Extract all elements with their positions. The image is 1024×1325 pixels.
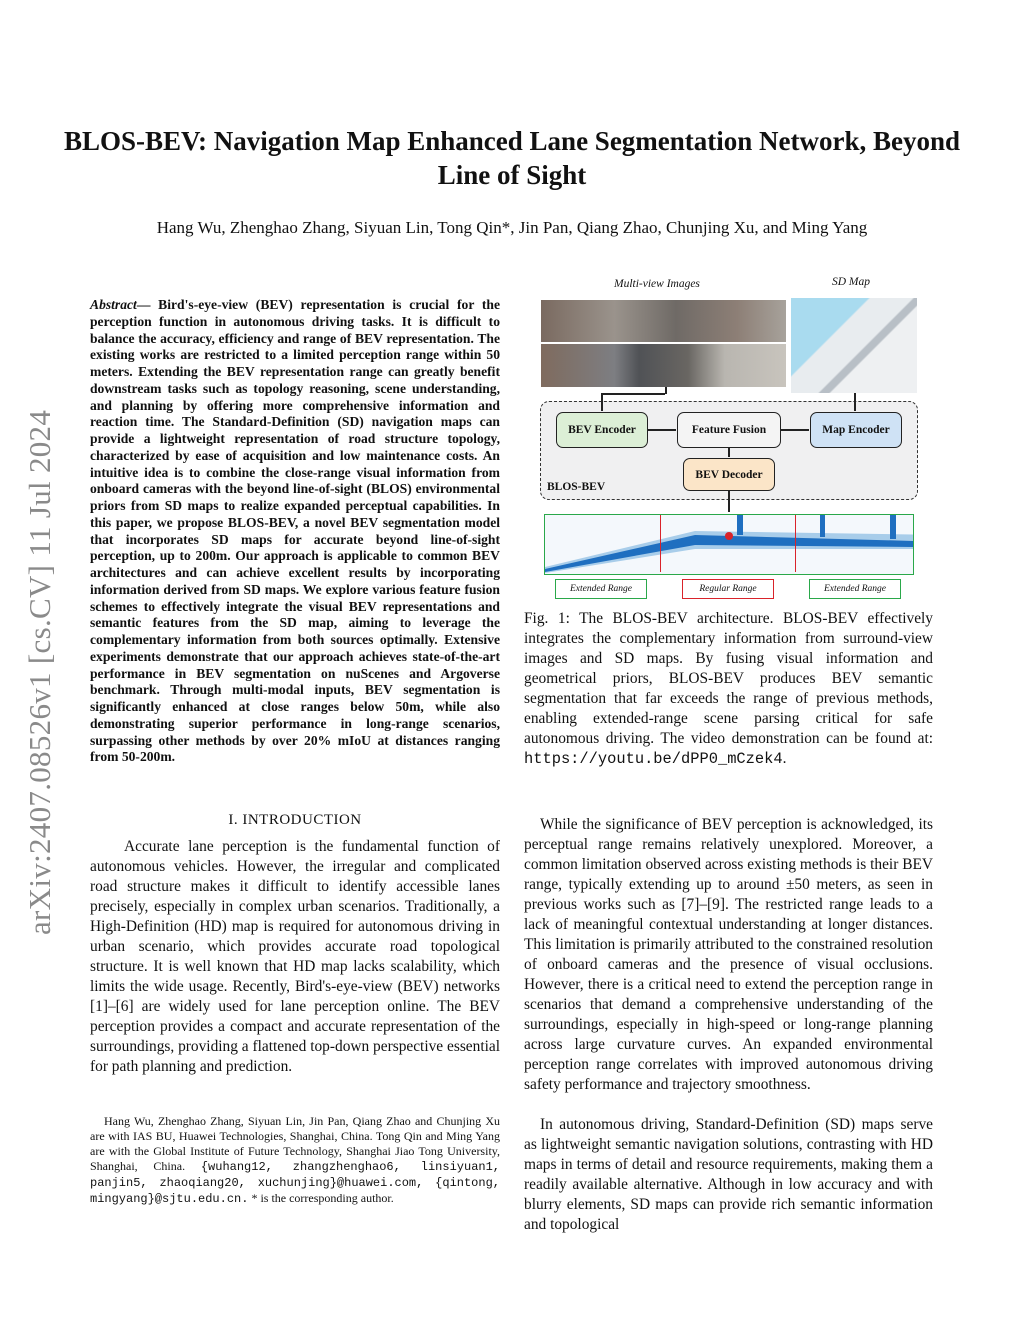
body-paragraph: While the significance of BEV perception… [524, 816, 933, 1093]
bev-segmentation-output [544, 514, 914, 575]
extended-range-left-label: Extended Range [555, 579, 647, 599]
ego-vehicle-marker [725, 532, 733, 540]
bev-encoder-box: BEV Encoder [556, 412, 648, 448]
abstract-text: — Bird's-eye-view (BEV) representation i… [90, 297, 500, 765]
camera-image-row-2 [541, 344, 786, 387]
video-link[interactable]: https://youtu.be/dPP0_mCzek4 [524, 750, 783, 768]
extended-range-right-label: Extended Range [809, 579, 901, 599]
abstract: Abstract— Bird's-eye-view (BEV) represen… [90, 297, 500, 766]
figure-1: Multi-view Images SD Map BLOS-BEV BEV En… [530, 270, 930, 610]
footnote-emails: {wuhang12, zhangzhenghao6, linsiyuan1, p… [90, 1160, 500, 1206]
arrow [854, 393, 856, 411]
lane-mark [890, 515, 896, 539]
sd-map-label: SD Map [832, 276, 871, 288]
arrow [601, 393, 665, 395]
arrow [665, 387, 667, 394]
blos-bev-label: BLOS-BEV [547, 481, 606, 493]
multi-view-images-label: Multi-view Images [614, 278, 700, 290]
bev-decoder-box: BEV Decoder [683, 458, 775, 491]
arrow [601, 393, 603, 411]
footnote-tail: * is the corresponding author. [248, 1191, 394, 1205]
arrow [728, 447, 730, 457]
caption-end: . [782, 750, 787, 767]
caption-text: Fig. 1: The BLOS-BEV architecture. BLOS-… [524, 610, 933, 747]
lane-mark [820, 515, 825, 537]
intro-paragraph: Accurate lane perception is the fundamen… [90, 838, 500, 1075]
section-heading: I. INTRODUCTION [228, 812, 362, 828]
abstract-label: Abstract [90, 297, 137, 312]
lane-mark [737, 515, 743, 535]
body-paragraph: In autonomous driving, Standard-Definiti… [524, 1116, 933, 1233]
camera-image-row-1 [541, 300, 786, 342]
paper-title: BLOS-BEV: Navigation Map Enhanced Lane S… [63, 126, 961, 190]
lane-segmentation-svg [545, 515, 913, 573]
author-list: Hang Wu, Zhenghao Zhang, Siyuan Lin, Ton… [156, 218, 868, 237]
arrow [780, 429, 809, 431]
sd-map-image [791, 298, 917, 393]
lane-mark [545, 535, 913, 572]
arrow [728, 490, 730, 512]
arxiv-stamp: arXiv:2407.08526v1 [cs.CV] 11 Jul 2024 [22, 409, 57, 935]
regular-range-region [660, 515, 796, 572]
footnote-text: Hang Wu, Zhenghao Zhang, Siyuan Lin, Jin… [90, 1114, 500, 1173]
feature-fusion-box: Feature Fusion [677, 412, 781, 448]
figure-caption: Fig. 1: The BLOS-BEV architecture. BLOS-… [524, 609, 933, 769]
regular-range-label: Regular Range [682, 579, 774, 599]
footnote: Hang Wu, Zhenghao Zhang, Siyuan Lin, Jin… [90, 1114, 500, 1207]
arrow [647, 429, 676, 431]
map-encoder-box: Map Encoder [810, 412, 902, 448]
